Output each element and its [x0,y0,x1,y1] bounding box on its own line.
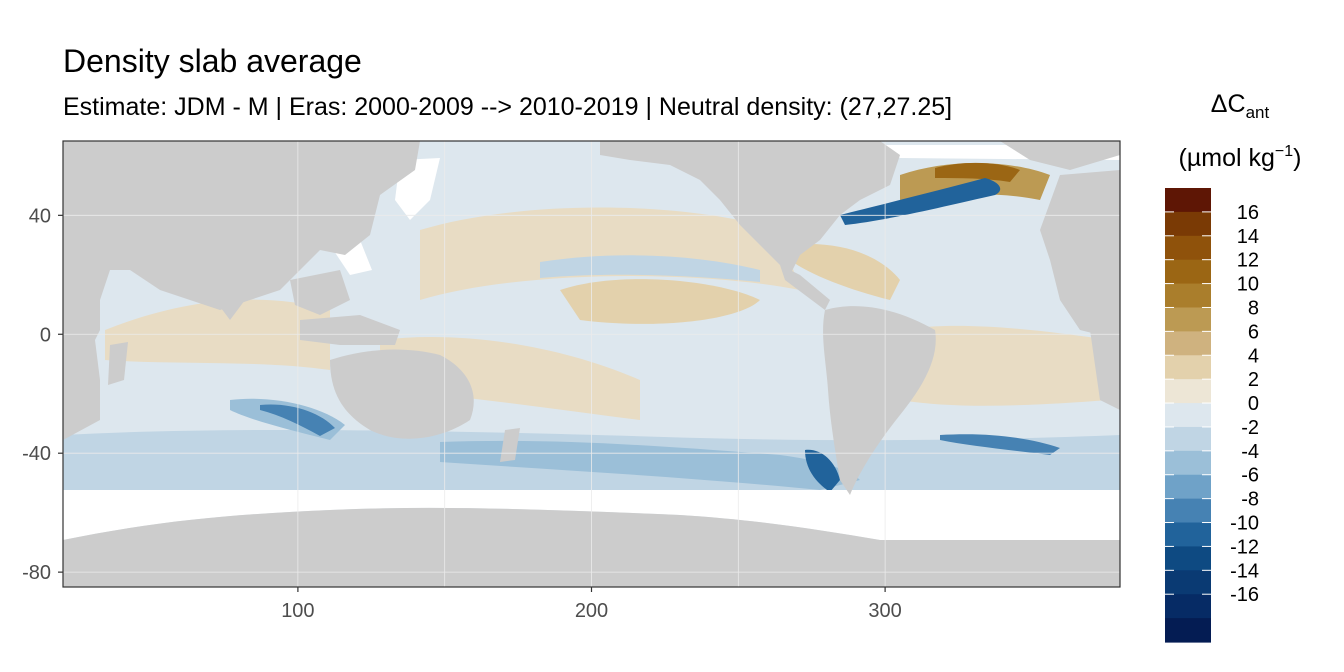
colorbar-swatch [1165,307,1211,332]
colorbar-swatch [1165,522,1211,548]
south-atlantic-positive [900,325,1110,406]
y-tick-label: -40 [22,443,51,465]
colorbar-swatch [1165,618,1211,643]
land-madagascar [108,342,128,385]
gulf-stream-negative [840,178,1001,225]
land-africa [63,340,100,440]
y-tick-label: -80 [22,562,51,584]
north-pacific-negative [540,255,760,282]
land-north-america [600,141,900,275]
land-south-america [823,306,936,495]
land-africa-east [1090,330,1120,410]
subtropical-atlantic-positive [790,244,900,300]
colorbar-swatch [1165,450,1211,476]
central-pacific-positive [560,279,760,324]
x-tick-label: 100 [281,600,314,622]
colorbar-swatch [1165,259,1211,285]
colorbar-label: 4 [1248,345,1259,367]
x-tick-label: 300 [868,600,901,622]
colorbar-label: 8 [1248,297,1259,319]
drake-passage-negative [805,449,840,492]
colorbar-label: -4 [1241,441,1259,463]
north-atlantic-strong-positive [935,162,1020,182]
colorbar-swatch [1165,570,1211,595]
colorbar-label: 12 [1237,250,1259,272]
chart-subtitle: Estimate: JDM - M | Eras: 2000-2009 --> … [63,93,953,121]
colorbar-swatch [1165,188,1211,213]
colorbar-swatch [1165,498,1211,524]
colorbar-label: -12 [1230,536,1259,558]
colorbar-label: -10 [1230,513,1259,535]
land-masses [63,141,1120,587]
colorbar-swatch [1165,331,1211,356]
land-europe [1040,170,1120,340]
land-maritime-continent [300,315,400,345]
colorbar-swatch [1165,594,1211,619]
colorbar-swatch [1165,211,1211,237]
x-tick-label: 200 [575,600,608,622]
colorbar-label: 10 [1237,274,1259,296]
colorbar-swatch [1165,355,1211,380]
y-tick-label: 40 [29,205,51,227]
colorbar-swatch [1165,403,1211,428]
colorbar-swatch [1165,474,1211,500]
colorbar-swatch [1165,235,1211,261]
colorbar-label: -8 [1241,489,1259,511]
land-australia [330,349,474,439]
chart-title: Density slab average [63,43,362,79]
colorbar-swatch [1165,283,1211,309]
land-greenland [1000,141,1120,170]
legend-title-symbol: ΔCant [1210,90,1270,122]
south-atlantic-negative [940,434,1060,455]
colorbar-swatch [1165,426,1211,452]
colorbar-label: -6 [1241,465,1259,487]
colorbar-label: -16 [1230,584,1259,606]
antarctic-no-data [63,490,1120,540]
colorbar-label: 16 [1237,202,1259,224]
map-panel [63,141,1120,587]
colorbar-label: 2 [1248,369,1259,391]
y-tick-label: 0 [40,324,51,346]
legend-title-unit: (µmol kg−1) [1178,143,1302,172]
colorbar-label: 0 [1248,393,1259,415]
land-india [210,270,245,320]
colorbar-label: -14 [1230,560,1259,582]
colorbar-label: 6 [1248,321,1259,343]
land-central-america [780,265,830,310]
land-southeast-asia [290,270,350,315]
land-eurasia-africa-west [63,141,420,340]
colorbar-swatch [1165,546,1211,571]
gridlines [63,141,1120,587]
colorbar-label: -2 [1241,417,1259,439]
equatorial-band-positive [105,299,330,370]
colorbar-swatch [1165,379,1211,404]
colorbar-label: 14 [1237,226,1259,248]
